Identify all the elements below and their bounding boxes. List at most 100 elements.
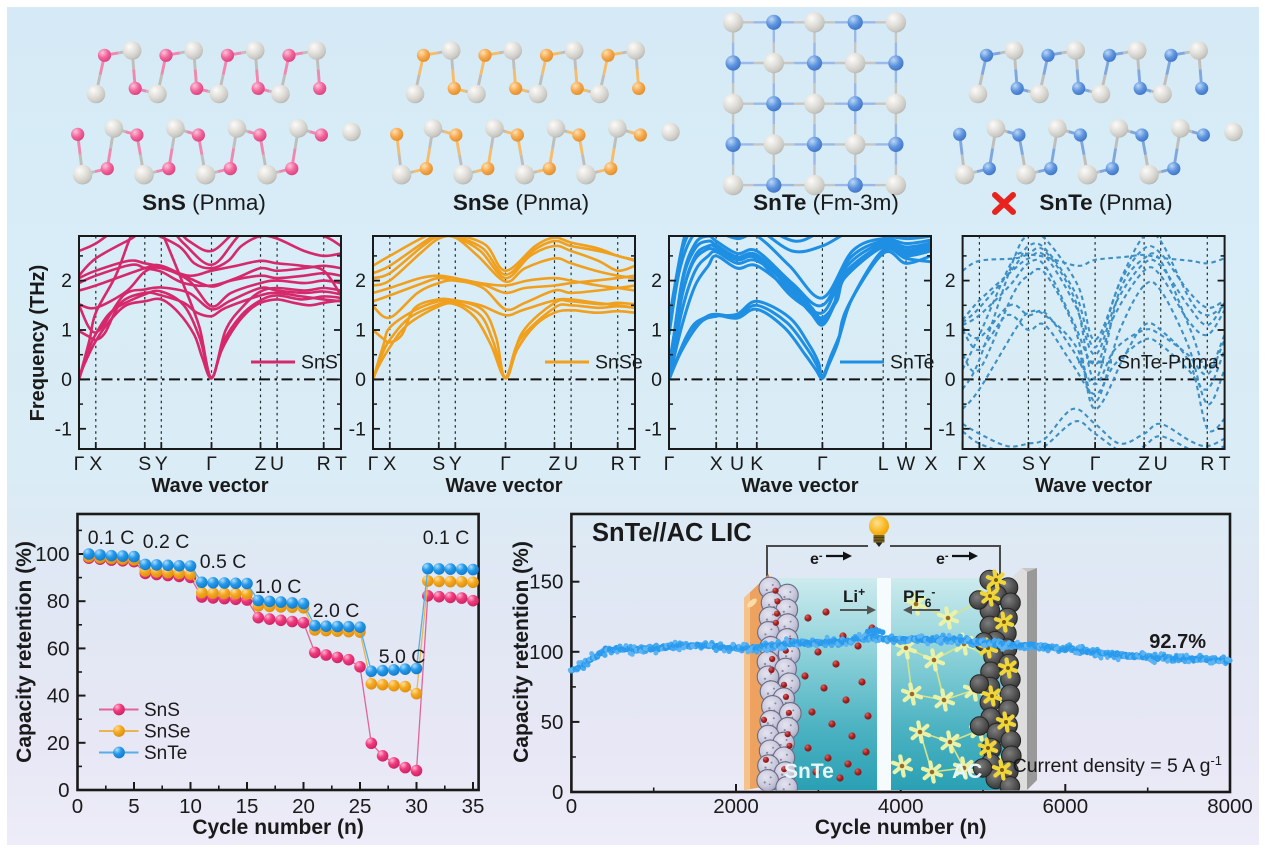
svg-text:92.7%: 92.7% xyxy=(1149,631,1206,653)
svg-text:-1: -1 xyxy=(55,418,72,440)
svg-text:S: S xyxy=(432,453,445,475)
svg-text:15: 15 xyxy=(236,795,259,818)
svg-text:Frequency (THz): Frequency (THz) xyxy=(27,265,49,422)
svg-text:8000: 8000 xyxy=(1207,795,1253,818)
svg-text:40: 40 xyxy=(47,685,70,708)
svg-text:T: T xyxy=(1219,453,1231,475)
svg-text:S: S xyxy=(1022,453,1035,475)
svg-text:SnSe (Pnma): SnSe (Pnma) xyxy=(453,190,589,215)
svg-text:30: 30 xyxy=(405,795,428,818)
svg-text:1: 1 xyxy=(61,320,72,342)
svg-text:0: 0 xyxy=(61,369,72,391)
svg-text:W: W xyxy=(897,453,916,475)
svg-text:SnTe (Fm-3m): SnTe (Fm-3m) xyxy=(753,190,899,215)
svg-text:0: 0 xyxy=(355,369,366,391)
svg-text:Current density = 5 A g-1: Current density = 5 A g-1 xyxy=(1013,753,1222,777)
svg-text:Cycle number (n): Cycle number (n) xyxy=(192,816,364,839)
svg-text:5: 5 xyxy=(128,795,139,818)
svg-text:Γ: Γ xyxy=(957,453,968,475)
svg-text:2: 2 xyxy=(651,270,662,292)
svg-text:1: 1 xyxy=(945,320,956,342)
svg-text:0: 0 xyxy=(651,369,662,391)
svg-text:2000: 2000 xyxy=(713,795,759,818)
svg-text:Γ: Γ xyxy=(1090,453,1101,475)
svg-text:20: 20 xyxy=(292,795,315,818)
svg-text:80: 80 xyxy=(47,590,70,613)
svg-text:SnTe (Pnma): SnTe (Pnma) xyxy=(1039,190,1172,215)
svg-text:Γ: Γ xyxy=(74,453,85,475)
svg-text:Y: Y xyxy=(155,453,168,475)
svg-text:X: X xyxy=(89,453,102,475)
svg-text:0: 0 xyxy=(58,779,69,802)
svg-text:-1: -1 xyxy=(645,418,662,440)
svg-text:0: 0 xyxy=(72,795,83,818)
svg-text:X: X xyxy=(710,453,723,475)
svg-text:SnTe-Pnma: SnTe-Pnma xyxy=(1117,352,1219,374)
svg-text:1: 1 xyxy=(651,320,662,342)
svg-text:25: 25 xyxy=(349,795,372,818)
svg-text:0.2 C: 0.2 C xyxy=(143,531,190,553)
svg-text:35: 35 xyxy=(462,795,485,818)
svg-text:150: 150 xyxy=(529,571,563,594)
svg-text:U: U xyxy=(1154,453,1168,475)
svg-text:Wave vector: Wave vector xyxy=(151,475,268,497)
svg-text:R: R xyxy=(317,453,331,475)
svg-text:Γ: Γ xyxy=(664,453,675,475)
svg-text:Γ: Γ xyxy=(206,453,217,475)
svg-text:Wave vector: Wave vector xyxy=(445,475,562,497)
svg-text:0.5 C: 0.5 C xyxy=(200,551,247,573)
svg-text:50: 50 xyxy=(541,711,564,734)
svg-text:0: 0 xyxy=(566,795,577,818)
svg-text:Γ: Γ xyxy=(368,453,379,475)
svg-text:U: U xyxy=(270,453,284,475)
svg-text:X: X xyxy=(924,453,937,475)
svg-text:SnS: SnS xyxy=(144,700,180,721)
svg-text:U: U xyxy=(730,453,744,475)
svg-text:0: 0 xyxy=(945,369,956,391)
svg-text:100: 100 xyxy=(35,543,69,566)
svg-text:1: 1 xyxy=(355,320,366,342)
svg-text:S: S xyxy=(138,453,151,475)
svg-text:-1: -1 xyxy=(938,418,955,440)
svg-text:T: T xyxy=(335,453,347,475)
svg-text:Capacity retention (%): Capacity retention (%) xyxy=(13,541,36,763)
svg-text:U: U xyxy=(564,453,578,475)
svg-text:Wave vector: Wave vector xyxy=(1035,475,1152,497)
svg-text:Y: Y xyxy=(1038,453,1051,475)
svg-text:Z: Z xyxy=(549,453,561,475)
svg-text:SnTe: SnTe xyxy=(144,743,187,764)
svg-text:2.0 C: 2.0 C xyxy=(313,600,360,622)
svg-text:0.1 C: 0.1 C xyxy=(88,527,135,549)
svg-text:X: X xyxy=(973,453,986,475)
svg-text:L: L xyxy=(878,453,889,475)
svg-text:T: T xyxy=(629,453,641,475)
svg-text:5.0 C: 5.0 C xyxy=(379,646,426,668)
svg-text:4000: 4000 xyxy=(878,795,924,818)
svg-text:60: 60 xyxy=(47,637,70,660)
svg-text:-1: -1 xyxy=(349,418,366,440)
svg-text:Y: Y xyxy=(449,453,462,475)
svg-text:6000: 6000 xyxy=(1042,795,1088,818)
svg-text:SnSe: SnSe xyxy=(595,352,643,374)
svg-text:2: 2 xyxy=(61,270,72,292)
svg-text:Γ: Γ xyxy=(500,453,511,475)
svg-text:R: R xyxy=(611,453,625,475)
svg-text:X: X xyxy=(383,453,396,475)
svg-text:K: K xyxy=(750,453,763,475)
svg-text:SnS: SnS xyxy=(301,352,338,374)
svg-text:10: 10 xyxy=(179,795,202,818)
svg-text:Wave vector: Wave vector xyxy=(741,475,858,497)
svg-text:0.1 C: 0.1 C xyxy=(423,527,470,549)
svg-text:0: 0 xyxy=(552,781,563,804)
svg-text:SnS (Pnma): SnS (Pnma) xyxy=(142,190,266,215)
svg-text:1.0 C: 1.0 C xyxy=(255,576,302,598)
svg-text:2: 2 xyxy=(945,270,956,292)
svg-text:Z: Z xyxy=(1138,453,1150,475)
svg-text:Γ: Γ xyxy=(817,453,828,475)
svg-text:R: R xyxy=(1200,453,1214,475)
svg-text:Capacity retention (%): Capacity retention (%) xyxy=(510,541,533,763)
svg-text:2: 2 xyxy=(355,270,366,292)
svg-text:Cycle number (n): Cycle number (n) xyxy=(815,816,987,839)
svg-text:100: 100 xyxy=(529,641,563,664)
svg-text:SnTe//AC LIC: SnTe//AC LIC xyxy=(592,519,752,547)
